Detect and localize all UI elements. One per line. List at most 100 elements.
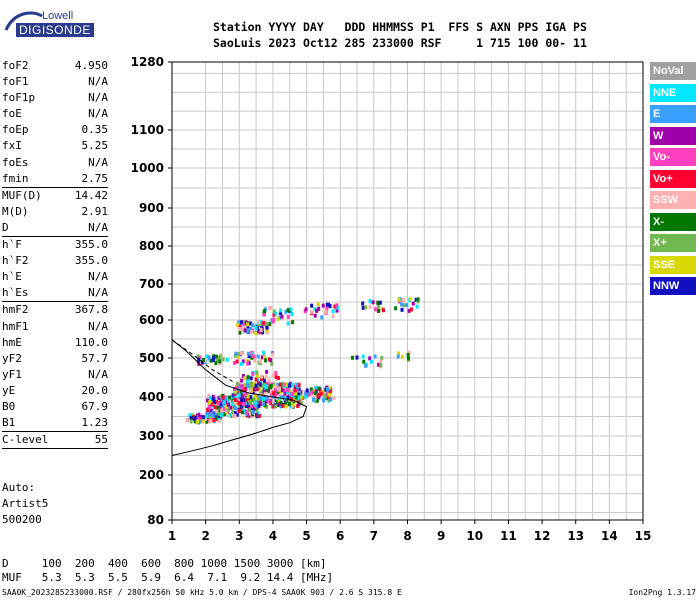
echo-point — [226, 408, 230, 413]
echo-point — [255, 370, 259, 375]
echo-point — [227, 399, 231, 404]
echo-point — [239, 398, 243, 403]
echo-point — [379, 359, 383, 364]
echo-point — [225, 357, 229, 362]
echo-point — [251, 354, 255, 359]
echo-point — [295, 386, 299, 391]
echo-point — [274, 384, 278, 389]
echo-point — [248, 408, 252, 413]
x-tick-label: 1 — [168, 529, 176, 543]
echo-point — [263, 309, 267, 314]
param-value: N/A — [88, 155, 108, 169]
echo-point — [237, 383, 241, 388]
echo-point — [237, 393, 241, 398]
echo-point — [193, 415, 197, 420]
echo-point — [297, 383, 301, 388]
echo-point — [400, 302, 404, 307]
param-row: M(D) 2.91 — [2, 204, 108, 220]
echo-point — [213, 396, 217, 401]
echo-point — [396, 354, 400, 359]
echo-point — [364, 305, 368, 310]
echo-point — [377, 362, 381, 367]
echo-point — [189, 416, 193, 421]
echo-point — [230, 413, 234, 418]
echo-point — [325, 387, 329, 392]
echo-point — [350, 355, 354, 360]
echo-point — [313, 307, 317, 312]
echo-point — [262, 378, 266, 383]
param-label: foE — [2, 107, 22, 121]
echo-point — [331, 314, 335, 319]
param-label: foEs — [2, 155, 29, 169]
echo-point — [244, 398, 248, 403]
echo-point — [265, 369, 269, 374]
y-tick-label: 200 — [139, 468, 164, 482]
echo-point — [278, 315, 282, 320]
digisonde-logo: Lowell DIGISONDE — [4, 8, 94, 44]
echo-point — [279, 308, 283, 313]
y-tick-label: 700 — [139, 277, 164, 291]
echo-point — [258, 387, 262, 392]
echo-point — [196, 354, 200, 359]
echo-point — [327, 302, 331, 307]
echo-point — [291, 404, 295, 409]
echo-point — [380, 355, 384, 360]
param-value: 57.7 — [81, 351, 109, 365]
echo-point — [251, 390, 255, 395]
echo-point — [328, 386, 332, 391]
echo-point — [377, 308, 381, 313]
param-row: h`F 355.0 — [2, 237, 108, 253]
y-tick-label: 1000 — [131, 161, 164, 175]
param-row: fxI 5.25 — [2, 138, 108, 154]
echo-point — [329, 397, 333, 402]
param-value: 5.25 — [81, 139, 109, 153]
echo-point — [233, 413, 237, 418]
echo-point — [276, 376, 280, 381]
echo-point — [224, 396, 228, 401]
echo-point — [291, 320, 295, 325]
echo-point — [243, 328, 247, 333]
echo-point — [237, 401, 241, 406]
x-tick-label: 7 — [370, 529, 378, 543]
echo-point — [270, 361, 274, 366]
echo-point — [294, 385, 298, 390]
x-tick-label: 11 — [500, 529, 517, 543]
legend-item: Vo+ — [650, 169, 696, 188]
echo-point — [313, 391, 317, 396]
echo-point — [282, 388, 286, 393]
echo-point — [240, 390, 244, 395]
param-label: M(D) — [2, 204, 29, 218]
legend-item: E — [650, 105, 696, 123]
echo-point — [373, 307, 377, 312]
distance-row: D 100 200 400 600 800 1000 1500 3000 [km… — [2, 557, 327, 570]
echo-point — [245, 410, 249, 415]
echo-point — [286, 395, 290, 400]
echo-point — [315, 398, 319, 403]
echo-point — [291, 396, 295, 401]
muf-table: D 100 200 400 600 800 1000 1500 3000 [km… — [2, 557, 333, 585]
x-tick-label: 15 — [635, 529, 652, 543]
echo-point — [355, 355, 359, 360]
echo-point — [222, 407, 226, 412]
echo-point — [269, 391, 273, 396]
echo-point — [258, 359, 262, 364]
echo-point — [221, 395, 225, 400]
echo-point — [233, 411, 237, 416]
echo-point — [240, 385, 244, 390]
echo-point — [220, 412, 224, 417]
param-label: h`Es — [2, 286, 29, 300]
echo-point — [218, 407, 222, 412]
echo-point — [243, 376, 247, 381]
echo-point — [361, 301, 365, 306]
muf-row: MUF 5.3 5.3 5.5 5.9 6.4 7.1 9.2 14.4 [MH… — [2, 571, 334, 584]
param-label: foEp — [2, 123, 29, 137]
echo-point — [236, 354, 240, 359]
param-value: 55 — [94, 433, 108, 447]
echo-point — [300, 395, 304, 400]
echo-point — [255, 323, 259, 328]
echo-point — [277, 399, 281, 404]
echo-point — [371, 300, 375, 305]
echo-point — [361, 305, 365, 310]
y-tick-label: 600 — [139, 313, 164, 327]
echo-point — [323, 309, 327, 314]
